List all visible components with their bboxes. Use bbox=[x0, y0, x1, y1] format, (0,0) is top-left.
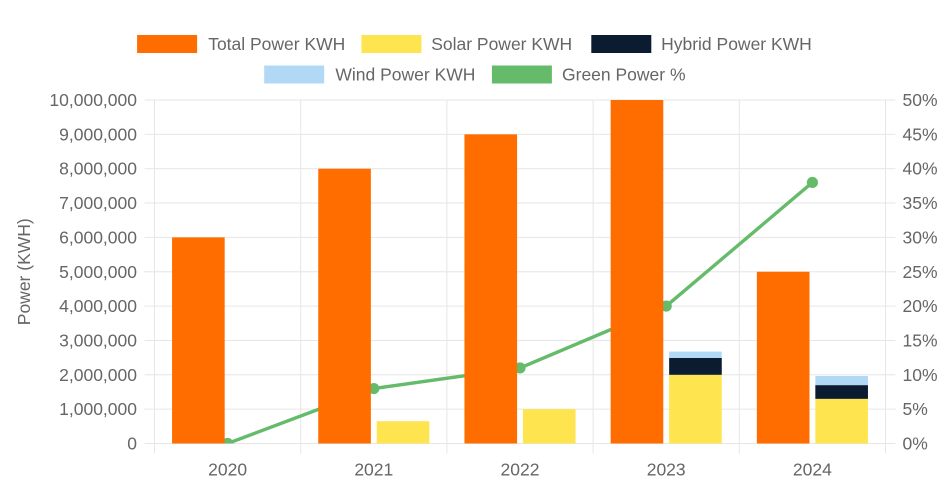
svg-text:Solar Power KWH: Solar Power KWH bbox=[431, 34, 572, 54]
svg-text:30%: 30% bbox=[903, 227, 938, 247]
svg-text:25%: 25% bbox=[903, 262, 938, 282]
svg-text:5%: 5% bbox=[903, 399, 928, 419]
svg-text:15%: 15% bbox=[903, 330, 938, 350]
svg-text:8,000,000: 8,000,000 bbox=[59, 159, 137, 179]
svg-text:7,000,000: 7,000,000 bbox=[59, 193, 137, 213]
svg-text:2021: 2021 bbox=[354, 460, 393, 480]
svg-text:2020: 2020 bbox=[208, 460, 247, 480]
svg-text:2,000,000: 2,000,000 bbox=[59, 365, 137, 385]
svg-text:0%: 0% bbox=[903, 434, 928, 454]
svg-text:4,000,000: 4,000,000 bbox=[59, 296, 137, 316]
svg-text:Wind Power KWH: Wind Power KWH bbox=[335, 65, 475, 85]
svg-text:10%: 10% bbox=[903, 365, 938, 385]
svg-text:Total Power KWH: Total Power KWH bbox=[208, 34, 345, 54]
svg-text:2023: 2023 bbox=[647, 460, 686, 480]
svg-text:6,000,000: 6,000,000 bbox=[59, 227, 137, 247]
svg-text:9,000,000: 9,000,000 bbox=[59, 124, 137, 144]
svg-text:35%: 35% bbox=[903, 193, 938, 213]
svg-text:40%: 40% bbox=[903, 159, 938, 179]
svg-text:50%: 50% bbox=[903, 90, 938, 110]
svg-text:Hybrid Power KWH: Hybrid Power KWH bbox=[661, 34, 812, 54]
svg-text:2022: 2022 bbox=[501, 460, 540, 480]
svg-text:5,000,000: 5,000,000 bbox=[59, 262, 137, 282]
svg-text:45%: 45% bbox=[903, 124, 938, 144]
svg-text:Power (KWH): Power (KWH) bbox=[14, 218, 34, 325]
svg-text:10,000,000: 10,000,000 bbox=[49, 90, 137, 110]
svg-text:1,000,000: 1,000,000 bbox=[59, 399, 137, 419]
svg-text:20%: 20% bbox=[903, 296, 938, 316]
svg-text:0: 0 bbox=[127, 434, 137, 454]
svg-text:3,000,000: 3,000,000 bbox=[59, 330, 137, 350]
svg-text:Green Power %: Green Power % bbox=[562, 65, 686, 85]
svg-text:2024: 2024 bbox=[793, 460, 832, 480]
